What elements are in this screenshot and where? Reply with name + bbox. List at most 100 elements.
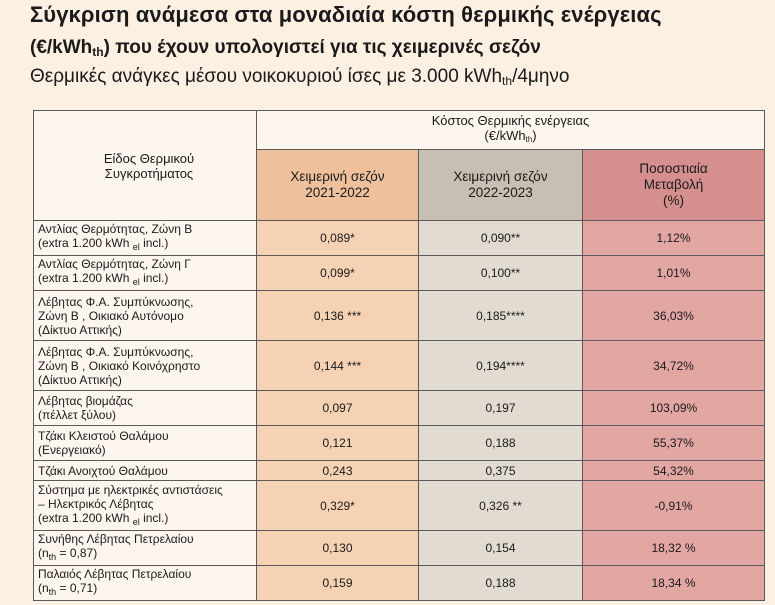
row-name-line: (nth = 0,87) [38, 546, 252, 564]
subtitle-unit-sub: th [92, 45, 104, 59]
row-name-line: (Δίκτυο Αττικής) [38, 373, 252, 387]
row-value-2022-2023: 0,375 [418, 460, 583, 481]
header-change-line1: Ποσοστιαία [639, 161, 708, 176]
row-percent-change: 1,12% [581, 220, 766, 256]
page-title: Σύγκριση ανάμεσα στα μοναδιαία κόστη θερ… [30, 2, 662, 27]
row-name-text: Τζάκι Κλειστού Θαλάμου [38, 429, 169, 443]
row-value-2022-2023: 0,194**** [418, 340, 583, 391]
header-season2-line1: Χειμερινή σεζόν [453, 169, 548, 184]
page-note: Θερμικές ανάγκες μέσου νοικοκυριού ίσες … [30, 66, 570, 88]
header-percent-change: Ποσοστιαία Μεταβολή (%) [581, 149, 766, 221]
table-row: Τζάκι Κλειστού Θαλάμου (Ενεργειακό) 0,121 0… [33, 425, 766, 461]
row-name-subscript: el [132, 516, 140, 527]
table-row: Σύστημα με ηλεκτρικές αντιστάσεις – Ηλεκτ… [33, 480, 766, 531]
row-name-line: (Δίκτυο Αττικής) [38, 323, 252, 337]
row-name-subscript: el [132, 277, 140, 287]
table-row: Αντλίας Θερμότητας, Ζώνη Γ (extra 1.200 k… [33, 255, 766, 291]
header-group-line2: (€/kWhth) [257, 128, 764, 147]
header-season-2022: Χειμερινή σεζόν 2022-2023 [418, 149, 583, 221]
row-system-name: Λέβητας Φ.Α. Συμπύκνωσης, Ζώνη Β , Οικιακ… [33, 290, 257, 341]
row-name-line: – Ηλεκτρικός Λέβητας [38, 497, 252, 511]
row-name-text-post: incl.) [139, 236, 169, 250]
table-row: Λέβητας βιομάζας (πέλλετ ξύλου) 0,097 0,197… [33, 390, 766, 426]
row-name-subscript: el [132, 242, 140, 252]
row-value-2022-2023: 0,197 [418, 390, 583, 426]
row-percent-change: 34,72% [581, 340, 766, 391]
row-value-2022-2023: 0,188 [418, 425, 583, 461]
table-row: Λέβητας Φ.Α. Συμπύκνωσης, Ζώνη Β , Οικιακ… [33, 290, 766, 341]
row-name-text: Αντλίας Θερμότητας, Ζώνη Γ [38, 257, 191, 271]
header-system-type: Είδος Θερμικού Συγκροτήματος [33, 110, 257, 221]
cost-comparison-table: Είδος Θερμικού Συγκροτήματος Κόστος Θερμ… [33, 110, 766, 601]
row-name-subscript: th [48, 552, 57, 562]
row-system-name: Λέβητας Φ.Α. Συμπύκνωσης, Ζώνη Β , Οικιακ… [33, 340, 257, 391]
row-name-line: Λέβητας Φ.Α. Συμπύκνωσης, [38, 345, 252, 359]
row-value-2022-2023: 0,188 [418, 565, 583, 601]
row-name-text: (Δίκτυο Αττικής) [38, 372, 122, 387]
row-percent-change: 36,03% [581, 290, 766, 341]
page-subtitle: (€/kWhth) που έχουν υπολογιστεί για τις … [30, 37, 541, 59]
header-season-2021: Χειμερινή σεζόν 2021-2022 [256, 149, 419, 221]
header-change-line2: Μεταβολή [643, 177, 704, 192]
row-system-name: Λέβητας βιομάζας (πέλλετ ξύλου) [33, 390, 257, 426]
row-name-line: (extra 1.200 kWh el incl.) [38, 271, 252, 289]
row-system-name: Συνήθης Λέβητας Πετρελαίου (nth = 0,87) [33, 530, 257, 566]
row-name-text: (Δίκτυο Αττικής) [38, 322, 122, 337]
row-system-name: Τζάκι Ανοιχτού Θαλάμου [33, 460, 257, 481]
row-name-line: (nth = 0,71) [38, 581, 252, 599]
row-name-text: (Ενεργειακό) [38, 443, 106, 457]
row-name-text: Παλαιός Λέβητας Πετρελαίου [38, 567, 192, 581]
table-row: Τζάκι Ανοιχτού Θαλάμου 0,243 0,375 54,32% [33, 460, 766, 481]
row-name-line: Αντλίας Θερμότητας, Ζώνη Β [38, 222, 252, 236]
row-name-line: Αντλίας Θερμότητας, Ζώνη Γ [38, 257, 252, 271]
row-name-line: (extra 1.200 kWh el incl.) [38, 511, 252, 529]
row-name-text-post: incl.) [139, 510, 169, 525]
table-row: Αντλίας Θερμότητας, Ζώνη Β (extra 1.200 k… [33, 220, 766, 256]
header-cost-group: Κόστος Θερμικής ενέργειας (€/kWhth) [255, 110, 766, 150]
row-name-line: Ζώνη Β , Οικιακό Αυτόνομο [38, 309, 252, 323]
table-body: Αντλίας Θερμότητας, Ζώνη Β (extra 1.200 k… [33, 220, 766, 601]
header-group-sub: th [525, 135, 533, 144]
row-system-name: Αντλίας Θερμότητας, Ζώνη Β (extra 1.200 k… [33, 220, 257, 256]
row-name-text: Λέβητας Φ.Α. Συμπύκνωσης, [38, 344, 194, 359]
row-name-text: (n [38, 546, 49, 560]
header-group-pre: (€/kWh [484, 128, 526, 143]
row-name-text: Λέβητας βιομάζας [38, 394, 133, 408]
header-type-line2: Συγκροτήματος [104, 165, 194, 181]
header-change-line3: (%) [663, 193, 685, 208]
row-value-2021-2022: 0,243 [256, 460, 419, 481]
row-value-2021-2022: 0,099* [256, 255, 419, 291]
row-name-subscript: th [48, 587, 57, 597]
row-name-text: (extra 1.200 kWh [38, 236, 133, 250]
row-system-name: Σύστημα με ηλεκτρικές αντιστάσεις – Ηλεκτ… [33, 480, 257, 531]
row-name-line: Συνήθης Λέβητας Πετρελαίου [38, 532, 252, 546]
row-value-2022-2023: 0,326 ** [418, 480, 583, 531]
row-value-2022-2023: 0,090** [418, 220, 583, 256]
row-value-2021-2022: 0,159 [256, 565, 419, 601]
header-season2-line2: 2022-2023 [468, 185, 533, 200]
subtitle-unit-pre: (€/kWh [30, 37, 93, 58]
row-name-line: (extra 1.200 kWh el incl.) [38, 236, 252, 254]
row-percent-change: 103,09% [581, 390, 766, 426]
row-name-line: Ζώνη Β , Οικιακό Κοινόχρηστο [38, 359, 252, 373]
row-name-line: Σύστημα με ηλεκτρικές αντιστάσεις [38, 483, 252, 497]
header-group-line1: Κόστος Θερμικής ενέργειας [431, 113, 590, 128]
row-name-line: Λέβητας Φ.Α. Συμπύκνωσης, [38, 295, 252, 309]
row-name-text-post: = 0,87) [56, 546, 98, 560]
row-value-2021-2022: 0,144 *** [256, 340, 419, 391]
header-group-post: ) [532, 128, 537, 143]
row-name-line: Τζάκι Κλειστού Θαλάμου [38, 429, 252, 443]
table-row: Λέβητας Φ.Α. Συμπύκνωσης, Ζώνη Β , Οικιακ… [33, 340, 766, 391]
row-name-line: Παλαιός Λέβητας Πετρελαίου [38, 567, 252, 581]
row-system-name: Παλαιός Λέβητας Πετρελαίου (nth = 0,71) [33, 565, 257, 601]
row-name-text-post: = 0,71) [56, 581, 98, 595]
row-name-text: (n [38, 581, 49, 595]
row-name-line: Λέβητας βιομάζας [38, 394, 252, 408]
row-percent-change: 54,32% [581, 460, 766, 481]
row-value-2021-2022: 0,136 *** [256, 290, 419, 341]
note-post: /4μηνο [512, 66, 570, 87]
row-name-text-post: incl.) [139, 271, 169, 285]
row-name-text: Συνήθης Λέβητας Πετρελαίου [38, 532, 194, 546]
subtitle-rest: ) που έχουν υπολογιστεί για τις χειμεριν… [103, 37, 541, 58]
row-percent-change: 18,34 % [581, 565, 766, 601]
